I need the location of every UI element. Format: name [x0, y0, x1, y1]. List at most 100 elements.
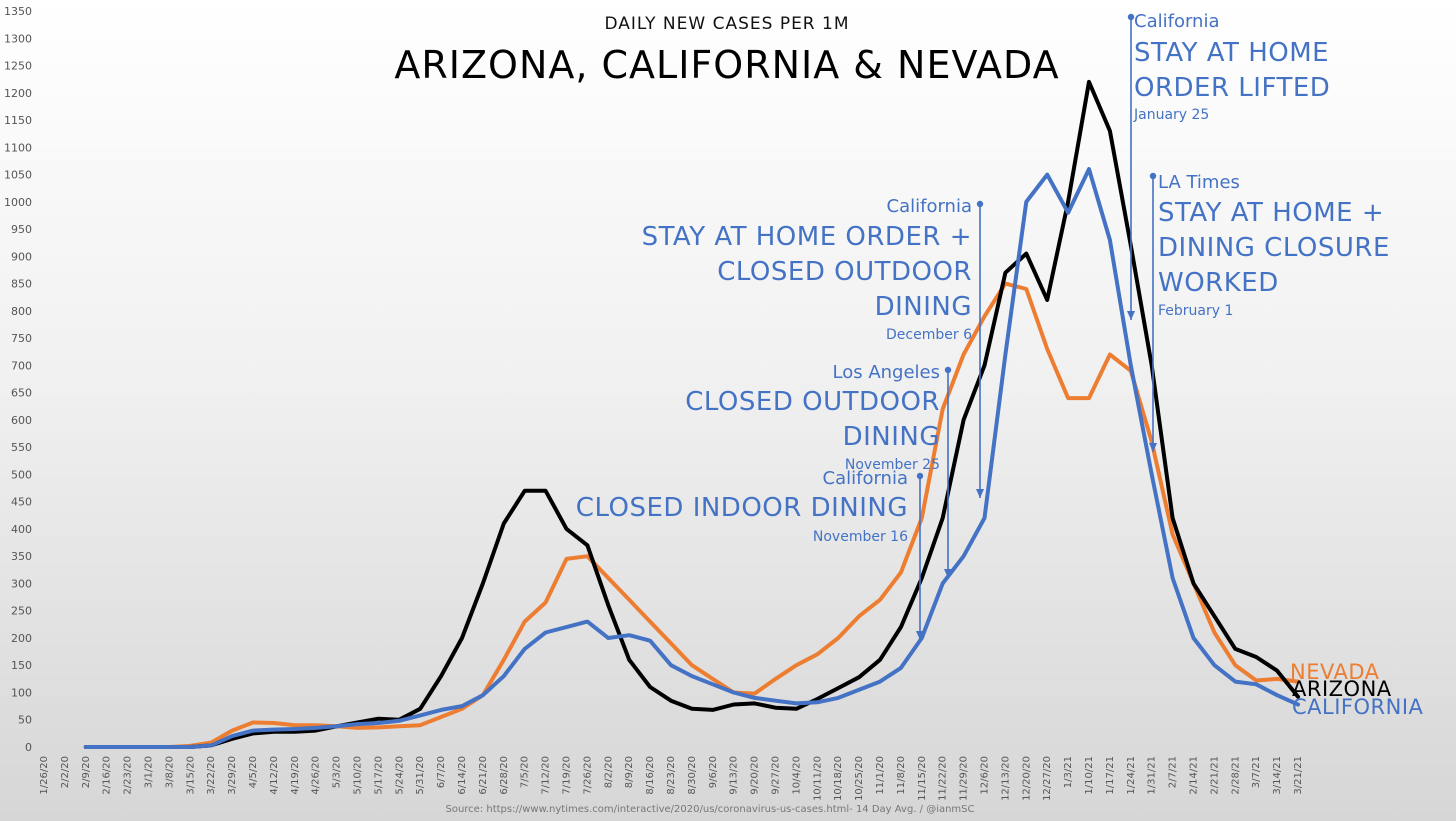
annotation-place: LA Times — [1158, 172, 1240, 193]
annotation-place: California — [823, 468, 908, 489]
annotation-5: LA Times STAY AT HOME + DINING CLOSURE WORK… — [1149, 172, 1389, 452]
x-tick-label: 12/6/20 — [980, 756, 991, 795]
y-tick-label: 850 — [11, 278, 32, 291]
series-line-california — [83, 167, 1300, 749]
series-line-nevada — [83, 281, 1300, 749]
chart-subtitle: DAILY NEW CASES PER 1M — [604, 14, 849, 34]
x-tick-label: 5/24/20 — [394, 756, 405, 795]
x-tick-label: 3/1/20 — [144, 756, 155, 788]
annotation-dot — [1149, 172, 1157, 180]
x-tick-label: 9/6/20 — [708, 756, 719, 788]
y-tick-label: 450 — [11, 496, 32, 509]
x-tick-label: 1/26/20 — [39, 756, 50, 795]
y-tick-label: 950 — [11, 223, 32, 236]
annotation-place: California — [887, 196, 972, 217]
annotation-date: January 25 — [1133, 107, 1209, 123]
y-axis: 0 50 100 150 200 250 300 350 400 450 500 550 600 650 7… — [4, 5, 32, 754]
y-tick-label: 1250 — [4, 60, 32, 73]
annotation-3: California STAY AT HOME ORDER + CLOSED OUT… — [642, 196, 984, 498]
x-tick-label: 4/19/20 — [290, 756, 301, 795]
annotation-headline: DINING — [875, 292, 972, 322]
y-tick-label: 1350 — [4, 5, 32, 18]
y-tick-label: 1100 — [4, 141, 32, 154]
x-tick-label: 4/26/20 — [311, 756, 322, 795]
annotation-arrowhead — [944, 569, 952, 578]
x-tick-label: 4/5/20 — [248, 756, 259, 788]
y-tick-label: 100 — [11, 686, 32, 699]
annotation-place: Los Angeles — [833, 362, 941, 383]
x-tick-label: 1/10/21 — [1084, 756, 1095, 795]
annotation-arrowhead — [1149, 443, 1157, 452]
x-tick-label: 3/22/20 — [206, 756, 217, 795]
annotation-headline: CLOSED OUTDOOR — [685, 387, 940, 417]
y-tick-label: 50 — [18, 714, 32, 727]
x-tick-label: 8/16/20 — [645, 756, 656, 795]
annotation-dot — [976, 200, 984, 208]
x-tick-label: 11/15/20 — [917, 756, 928, 801]
annotation-headline: STAY AT HOME — [1134, 38, 1329, 68]
x-tick-label: 12/13/20 — [1000, 756, 1011, 801]
x-axis: 1/26/20 2/2/20 2/9/20 2/16/20 2/23/20 3/1/20 3… — [39, 756, 1304, 801]
x-tick-label: 6/21/20 — [478, 756, 489, 795]
annotation-dot — [916, 472, 924, 480]
x-tick-label: 2/16/20 — [102, 756, 113, 795]
x-tick-label: 7/5/20 — [520, 756, 531, 788]
x-tick-label: 9/20/20 — [750, 756, 761, 795]
annotation-arrowhead — [976, 489, 984, 498]
x-tick-label: 1/3/21 — [1063, 756, 1074, 788]
x-tick-label: 5/17/20 — [373, 756, 384, 795]
y-tick-label: 1150 — [4, 114, 32, 127]
y-tick-label: 700 — [11, 359, 32, 372]
y-tick-label: 800 — [11, 305, 32, 318]
x-tick-label: 9/13/20 — [729, 756, 740, 795]
source-note: Source: https://www.nytimes.com/interact… — [445, 804, 974, 815]
x-tick-label: 1/31/21 — [1147, 756, 1158, 795]
chart-title: ARIZONA, CALIFORNIA & NEVADA — [394, 43, 1059, 87]
y-tick-label: 150 — [11, 659, 32, 672]
x-tick-label: 4/12/20 — [269, 756, 280, 795]
end-label-arizona: ARIZONA — [1292, 677, 1392, 701]
x-tick-label: 3/21/21 — [1293, 756, 1304, 795]
annotation-dot — [1127, 13, 1135, 21]
x-tick-label: 2/9/20 — [81, 756, 92, 788]
series-line-arizona — [83, 79, 1300, 749]
annotation-date: February 1 — [1158, 303, 1233, 319]
y-tick-label: 1050 — [4, 169, 32, 182]
annotation-arrowhead — [1127, 311, 1135, 320]
annotation-headline: CLOSED INDOOR DINING — [576, 493, 908, 523]
annotation-headline: WORKED — [1158, 268, 1279, 298]
x-tick-label: 6/14/20 — [457, 756, 468, 795]
y-tick-label: 1200 — [4, 87, 32, 100]
annotation-headline: ORDER LIFTED — [1134, 73, 1330, 103]
y-tick-label: 500 — [11, 468, 32, 481]
y-tick-label: 300 — [11, 577, 32, 590]
x-tick-label: 7/12/20 — [541, 756, 552, 795]
x-tick-label: 11/1/20 — [875, 756, 886, 795]
series-lines — [83, 79, 1300, 749]
y-tick-label: 900 — [11, 250, 32, 263]
x-tick-label: 11/29/20 — [959, 756, 970, 801]
annotation-date: November 16 — [813, 529, 908, 545]
y-tick-label: 750 — [11, 332, 32, 345]
x-tick-label: 6/7/20 — [436, 756, 447, 788]
x-tick-label: 3/15/20 — [185, 756, 196, 795]
annotation-date: December 6 — [886, 327, 972, 343]
y-tick-label: 1000 — [4, 196, 32, 209]
annotation-dot — [944, 366, 952, 374]
x-tick-label: 5/3/20 — [332, 756, 343, 788]
end-label-nevada: NEVADA — [1290, 660, 1380, 684]
x-tick-label: 8/9/20 — [624, 756, 635, 788]
x-tick-label: 3/29/20 — [227, 756, 238, 795]
annotation-arrowhead — [916, 631, 924, 640]
x-tick-label: 8/2/20 — [603, 756, 614, 788]
y-tick-label: 650 — [11, 387, 32, 400]
y-tick-label: 250 — [11, 605, 32, 618]
x-tick-label: 2/23/20 — [123, 756, 134, 795]
x-tick-label: 6/28/20 — [499, 756, 510, 795]
annotation-1: California CLOSED INDOOR DINING November 1… — [576, 468, 924, 640]
x-tick-label: 10/25/20 — [854, 756, 865, 801]
x-tick-label: 7/19/20 — [562, 756, 573, 795]
annotation-headline: CLOSED OUTDOOR — [717, 257, 972, 287]
x-tick-label: 12/27/20 — [1042, 756, 1053, 801]
